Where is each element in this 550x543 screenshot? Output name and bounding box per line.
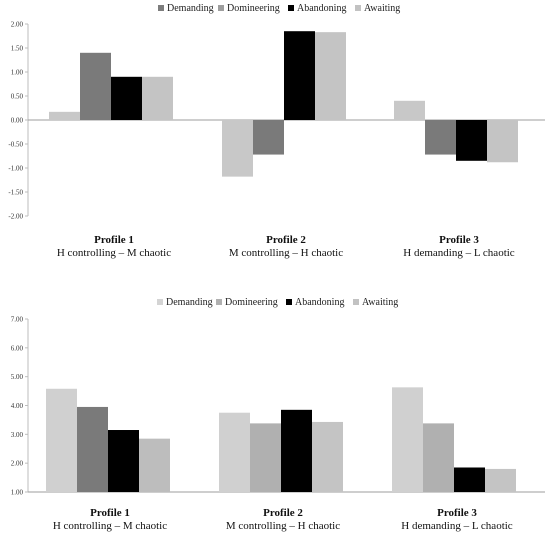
bar-profile-3-demanding (392, 387, 423, 492)
bar-profile-2-awaiting (312, 421, 343, 492)
legend-swatch-domineering (218, 5, 224, 11)
bar-profile-3-demanding (394, 100, 425, 120)
y-tick-label: 2.00 (11, 460, 24, 468)
bar-profile-2-demanding (222, 120, 253, 177)
legend-item: Awaiting (355, 3, 400, 14)
bar-profile-1-awaiting (139, 438, 170, 492)
y-tick-label: 1.00 (11, 69, 24, 77)
bar-profile-1-demanding (49, 111, 80, 120)
legend-label-awaiting: Awaiting (364, 3, 400, 14)
legend-item: Abandoning (288, 3, 346, 14)
bar-profile-2-domineering (250, 423, 281, 492)
legend-label-domineering: Domineering (227, 3, 280, 14)
bar-profile-3-domineering (423, 423, 454, 492)
category-label-profile-3: Profile 3 (437, 507, 477, 519)
y-tick-label: 5.00 (11, 373, 24, 381)
y-tick-label: -0.50 (8, 141, 23, 149)
bar-profile-1-awaiting (142, 76, 173, 120)
category-label-profile-2: Profile 2 (266, 234, 306, 246)
y-tick-label: -1.50 (8, 189, 23, 197)
bar-profile-2-demanding (219, 412, 250, 492)
bar-profile-2-awaiting (315, 32, 346, 120)
bars (46, 387, 516, 492)
legend-label-demanding: Demanding (167, 3, 214, 14)
y-ticks: 7.00 6.00 5.00 4.00 3.00 2.00 1.00 (11, 316, 28, 497)
legend-label-domineering: Domineering (225, 297, 278, 308)
y-tick-label: 6.00 (11, 344, 24, 352)
y-tick-label: 0.50 (11, 93, 24, 101)
bar-profile-1-abandoning (111, 76, 142, 120)
y-ticks: 2.00 1.50 1.00 0.50 0.00 -0.50 -1.00 -1.50 -2.00 (8, 21, 28, 221)
legend-swatch-demanding (157, 299, 163, 305)
category-label-profile-3: Profile 3 (439, 234, 479, 246)
legend-item: Demanding (157, 297, 213, 308)
legend-swatch-domineering (216, 299, 222, 305)
category-labels: Profile 1 H controlling – M chaotic Prof… (53, 507, 513, 532)
category-desc-profile-1: H controlling – M chaotic (57, 247, 171, 259)
legend-item: Abandoning (286, 297, 344, 308)
legend-item: Awaiting (353, 297, 398, 308)
category-labels: Profile 1 H controlling – M chaotic Prof… (57, 234, 515, 259)
bars (49, 31, 518, 177)
legend-label-demanding: Demanding (166, 297, 213, 308)
chart-2: Demanding Domineering Abandoning Awaitin… (11, 297, 545, 532)
legend-swatch-abandoning (286, 299, 292, 305)
legend-item: Domineering (218, 3, 280, 14)
bar-profile-1-domineering (80, 52, 111, 120)
y-tick-label: 0.00 (11, 117, 24, 125)
chart-1: Demanding Domineering Abandoning Awaitin… (8, 3, 545, 259)
bar-profile-3-awaiting (487, 120, 518, 163)
legend-label-awaiting: Awaiting (362, 297, 398, 308)
y-tick-label: -1.00 (8, 165, 23, 173)
y-tick-label: 1.50 (11, 45, 24, 53)
y-tick-label: 3.00 (11, 431, 24, 439)
bar-profile-3-abandoning (456, 120, 487, 161)
category-label-profile-1: Profile 1 (90, 507, 130, 519)
y-tick-label: 1.00 (11, 489, 24, 497)
legend-swatch-demanding (158, 5, 164, 11)
bar-profile-2-abandoning (284, 31, 315, 121)
legend-swatch-awaiting (353, 299, 359, 305)
legend-label-abandoning: Abandoning (297, 3, 346, 14)
legend-swatch-abandoning (288, 5, 294, 11)
y-tick-label: 2.00 (11, 21, 24, 29)
bar-profile-3-awaiting (485, 468, 516, 492)
legend-item: Demanding (158, 3, 214, 14)
bar-profile-3-domineering (425, 120, 456, 155)
category-desc-profile-1: H controlling – M chaotic (53, 520, 167, 532)
category-desc-profile-2: M controlling – H chaotic (229, 247, 343, 259)
bar-profile-1-abandoning (108, 430, 139, 492)
category-label-profile-2: Profile 2 (263, 507, 303, 519)
bar-profile-2-domineering (253, 120, 284, 155)
y-tick-label: 7.00 (11, 316, 24, 324)
bar-profile-3-abandoning (454, 467, 485, 492)
bar-profile-1-demanding (46, 388, 77, 492)
legend-label-abandoning: Abandoning (295, 297, 344, 308)
category-desc-profile-2: M controlling – H chaotic (226, 520, 340, 532)
bar-profile-2-abandoning (281, 409, 312, 492)
legend-item: Domineering (216, 297, 278, 308)
category-label-profile-1: Profile 1 (94, 234, 134, 246)
legend: Demanding Domineering Abandoning Awaitin… (157, 297, 398, 308)
legend-swatch-awaiting (355, 5, 361, 11)
category-desc-profile-3: H demanding – L chaotic (403, 247, 515, 259)
bar-profile-1-domineering (77, 406, 108, 492)
y-tick-label: 4.00 (11, 402, 24, 410)
legend: Demanding Domineering Abandoning Awaitin… (158, 3, 400, 14)
y-tick-label: -2.00 (8, 213, 23, 221)
category-desc-profile-3: H demanding – L chaotic (401, 520, 513, 532)
